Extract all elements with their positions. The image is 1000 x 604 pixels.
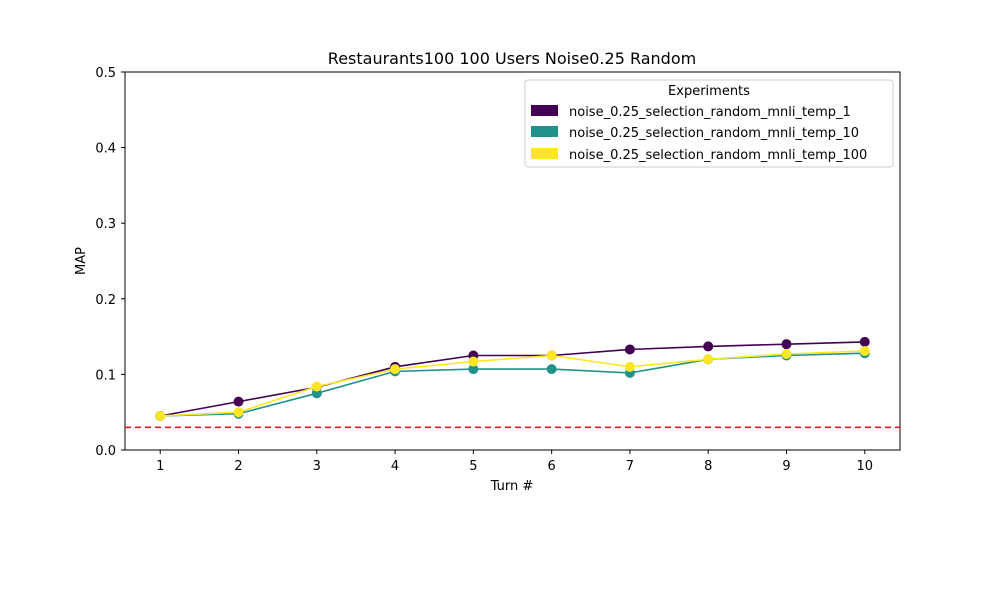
legend: Experiments noise_0.25_selection_random_… bbox=[524, 79, 894, 168]
x-tick-label: 7 bbox=[626, 459, 634, 474]
legend-swatch bbox=[531, 148, 558, 159]
y-tick-label: 0.1 bbox=[95, 368, 116, 383]
series-point bbox=[468, 364, 479, 375]
series-point bbox=[859, 336, 870, 347]
y-axis-label: MAP bbox=[74, 247, 89, 275]
series-point bbox=[781, 339, 792, 350]
x-tick-label: 6 bbox=[548, 459, 556, 474]
series-point bbox=[390, 364, 401, 375]
series-point bbox=[703, 354, 714, 365]
series-line bbox=[160, 341, 865, 417]
series-point bbox=[859, 345, 870, 356]
legend-items: noise_0.25_selection_random_mnli_temp_1n… bbox=[531, 105, 867, 163]
plot-frame bbox=[124, 71, 901, 451]
series-point bbox=[703, 341, 714, 352]
x-tick-label: 1 bbox=[156, 459, 164, 474]
x-axis-label: Turn # bbox=[490, 479, 534, 494]
series-point bbox=[546, 350, 557, 361]
chart-title: Restaurants100 100 Users Noise0.25 Rando… bbox=[328, 49, 696, 68]
series-point bbox=[311, 381, 322, 392]
x-tick-label: 3 bbox=[313, 459, 321, 474]
plot-area bbox=[124, 71, 901, 451]
y-tick-label: 0.3 bbox=[95, 217, 116, 232]
y-tick-label: 0.4 bbox=[95, 142, 116, 157]
series-point bbox=[624, 344, 635, 355]
legend-label: noise_0.25_selection_random_mnli_temp_10 bbox=[569, 126, 859, 141]
legend-label: noise_0.25_selection_random_mnli_temp_1 bbox=[569, 105, 851, 120]
x-tick-label: 8 bbox=[704, 459, 712, 474]
series-point bbox=[468, 356, 479, 367]
series-point bbox=[624, 361, 635, 372]
series-3 bbox=[155, 345, 870, 421]
legend-label: noise_0.25_selection_random_mnli_temp_10… bbox=[569, 148, 867, 163]
x-tick-label: 9 bbox=[782, 459, 790, 474]
series-line bbox=[160, 350, 865, 417]
y-tick-label: 0.0 bbox=[95, 444, 116, 459]
series-point bbox=[781, 348, 792, 359]
series-point bbox=[233, 407, 244, 418]
legend-frame bbox=[524, 79, 894, 168]
x-tick-label: 2 bbox=[234, 459, 242, 474]
axis-layer: 1 2 3 4 5 6 7 8 9 10 0.0 0.1 0.2 0.3 0.4 0.5 bbox=[95, 66, 873, 474]
y-tick-label: 0.5 bbox=[95, 66, 116, 81]
series-point bbox=[155, 410, 166, 421]
series-layer bbox=[155, 336, 870, 421]
series-point bbox=[233, 396, 244, 407]
legend-swatch bbox=[531, 105, 558, 116]
x-tick-label: 5 bbox=[469, 459, 477, 474]
legend-swatch bbox=[531, 126, 558, 137]
x-tick-label: 10 bbox=[856, 459, 873, 474]
series-point bbox=[546, 364, 557, 375]
legend-title: Experiments bbox=[668, 84, 750, 99]
x-tick-label: 4 bbox=[391, 459, 399, 474]
y-tick-label: 0.2 bbox=[95, 293, 116, 308]
